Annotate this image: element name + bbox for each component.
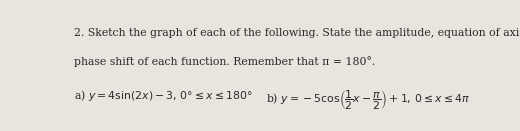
Text: phase shift of each function. Remember that π = 180°.: phase shift of each function. Remember t… xyxy=(74,56,375,67)
Text: 2. Sketch the graph of each of the following. State the amplitude, equation of a: 2. Sketch the graph of each of the follo… xyxy=(74,28,520,38)
Text: b) $y = -5\cos\!\left(\dfrac{1}{2}x - \dfrac{\pi}{2}\right) + 1,\, 0 \leq x \leq: b) $y = -5\cos\!\left(\dfrac{1}{2}x - \d… xyxy=(267,88,471,112)
Text: a) $y = 4\sin(2x) - 3,\, 0° \leq x \leq 180°$: a) $y = 4\sin(2x) - 3,\, 0° \leq x \leq … xyxy=(74,88,252,103)
